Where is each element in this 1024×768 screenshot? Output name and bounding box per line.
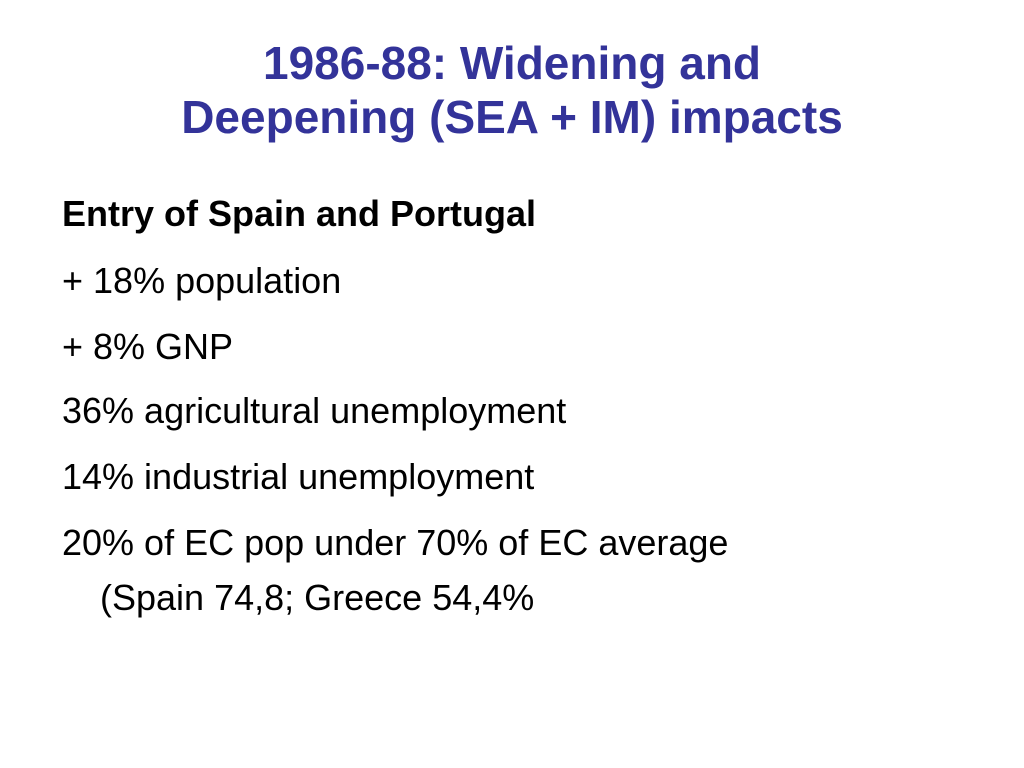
bullet-item: 20% of EC pop under 70% of EC average bbox=[62, 522, 729, 563]
bullet-item: + 8% GNP bbox=[62, 326, 234, 367]
title-line: 1986-88: Widening and bbox=[262, 37, 762, 89]
slide-title: 1986-88: Widening and Deepening (SEA + I… bbox=[0, 36, 1024, 144]
bullet-item: 36% agricultural unemployment bbox=[62, 390, 567, 431]
bullet-item-continuation: (Spain 74,8; Greece 54,4% bbox=[100, 577, 535, 618]
bullet-item: 14% industrial unemployment bbox=[62, 456, 535, 497]
heading: Entry of Spain and Portugal bbox=[62, 193, 537, 234]
bullet-item: + 18% population bbox=[62, 260, 342, 301]
title-line: Deepening (SEA + IM) impacts bbox=[181, 91, 843, 143]
